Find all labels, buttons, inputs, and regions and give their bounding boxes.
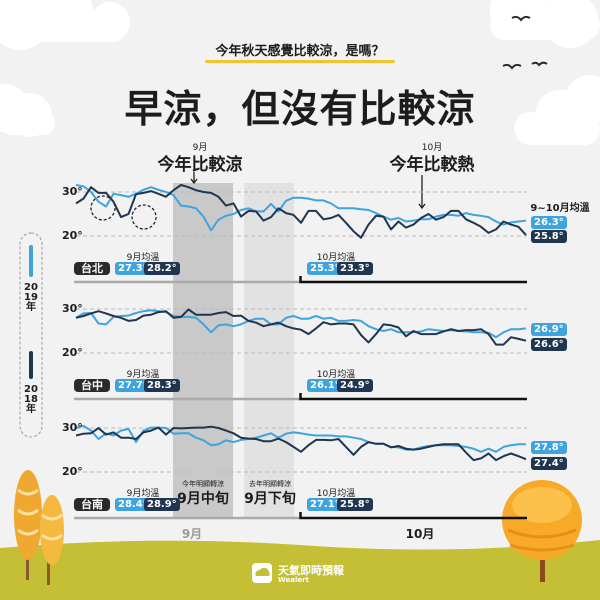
- mid-sep-label: 9月中旬: [177, 491, 229, 507]
- x-label-september: 9月: [181, 527, 203, 541]
- cloud-icon: [0, 0, 600, 145]
- brand-name: 天氣即時預報: [278, 564, 344, 577]
- annotation-oct-text: 今年比較熱: [389, 155, 475, 175]
- y-tick-30: 30°: [62, 421, 83, 434]
- series-line-2019-1: [75, 309, 527, 339]
- period-avg-2019: 26.9°: [531, 323, 567, 336]
- sep-avg-2018: 28.3°: [144, 379, 180, 392]
- subtitle-underline: [205, 60, 395, 63]
- highlight-circle: [90, 195, 116, 221]
- series-line-2018-2: [75, 425, 527, 462]
- oct-avg-label: 10月均溫: [316, 489, 356, 499]
- y-tick-30: 30°: [62, 302, 83, 315]
- page-title: 早涼，但沒有比較涼: [124, 87, 476, 131]
- x-label-october: 10月: [405, 527, 435, 541]
- series-line-2019-2: [75, 424, 526, 453]
- sep-avg-label: 9月均溫: [126, 489, 160, 499]
- sep-avg-label: 9月均溫: [126, 370, 160, 380]
- series-line-2018-1: [75, 308, 527, 346]
- brand-name-en: Wealert: [278, 576, 309, 584]
- legend-2019: 2019年: [24, 282, 38, 313]
- oct-avg-label: 10月均溫: [316, 370, 356, 380]
- band-mid-september: [173, 183, 233, 518]
- y-tick-20: 20°: [62, 229, 83, 242]
- oct-avg-2018: 23.3°: [337, 262, 373, 275]
- period-avg-2018: 25.8°: [531, 230, 567, 243]
- subtitle: 今年秋天感覺比較涼，是嗎？: [215, 44, 385, 59]
- oct-avg-2019: 26.1°: [307, 379, 343, 392]
- sep-avg-label: 9月均溫: [126, 253, 160, 263]
- bird-icon: [502, 15, 548, 70]
- annotation-sep-text: 今年比較涼: [157, 155, 243, 175]
- city-label: 台南: [74, 498, 110, 511]
- oct-avg-label: 10月均溫: [316, 253, 356, 263]
- annotation-sep-month: 9月: [192, 143, 208, 153]
- oct-avg-2018: 24.9°: [337, 379, 373, 392]
- legend-swatch-2019: [29, 245, 33, 277]
- arrow-icon: [190, 172, 198, 185]
- y-tick-20: 20°: [62, 465, 83, 478]
- sep-avg-2019: 27.7°: [115, 379, 151, 392]
- highlight-circle: [131, 204, 157, 230]
- period-avg-2018: 27.4°: [531, 457, 567, 470]
- late-sep-label: 9月下旬: [244, 491, 296, 507]
- y-tick-20: 20°: [62, 346, 83, 359]
- legend-swatch-2018: [29, 351, 33, 379]
- axis-october: [299, 512, 527, 520]
- city-label: 台中: [74, 379, 110, 392]
- city-label: 台北: [74, 262, 110, 275]
- oct-avg-2018: 25.8°: [337, 498, 373, 511]
- sep-avg-2018: 28.2°: [144, 262, 180, 275]
- annotation-oct-month: 10月: [421, 143, 443, 153]
- sep-avg-2019: 27.3°: [115, 262, 151, 275]
- ground: [0, 540, 600, 600]
- band-late-september: [244, 183, 294, 518]
- sep-avg-2019: 28.4°: [115, 498, 151, 511]
- oct-avg-2019: 25.3°: [307, 262, 343, 275]
- legend-2018: 2018年: [24, 384, 38, 415]
- axis-october: [299, 393, 527, 401]
- legend-frame: [19, 232, 43, 438]
- y-tick-30: 30°: [62, 185, 83, 198]
- period-avg-2018: 26.6°: [531, 338, 567, 351]
- period-avg-2019: 26.3°: [531, 216, 567, 229]
- late-sep-note: 去年明顯轉涼: [249, 480, 291, 488]
- axis-october: [299, 276, 527, 284]
- mid-sep-note: 今年明顯轉涼: [182, 480, 224, 488]
- series-line-2018-0: [75, 184, 527, 239]
- period-avg-2019: 27.8°: [531, 441, 567, 454]
- series-line-2019-0: [75, 184, 527, 232]
- tree-right-icon: [502, 480, 582, 582]
- sep-avg-2018: 28.9°: [144, 498, 180, 511]
- tree-left-icon: [14, 470, 64, 585]
- oct-avg-2019: 27.1°: [307, 498, 343, 511]
- period-avg-title: 9~10月均溫: [530, 203, 590, 214]
